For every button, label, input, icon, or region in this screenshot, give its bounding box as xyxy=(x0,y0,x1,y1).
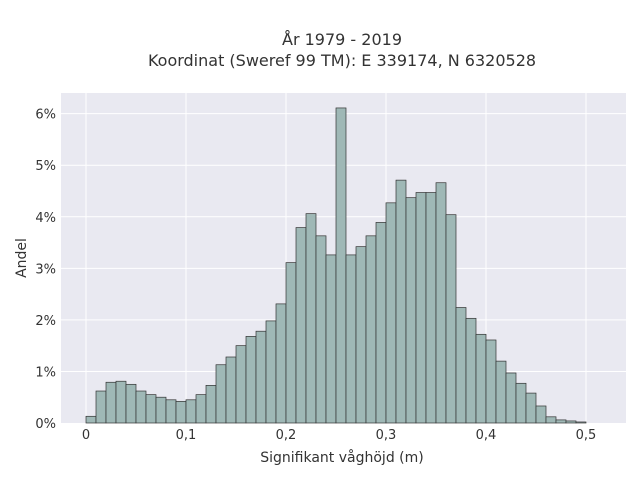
histogram-bar xyxy=(525,392,537,424)
y-tick-label: 0% xyxy=(35,417,56,432)
x-axis-label: Signifikant våghöjd (m) xyxy=(260,449,423,466)
histogram-bar xyxy=(155,396,167,424)
y-tick-label: 5% xyxy=(35,159,56,174)
y-tick-label: 6% xyxy=(35,108,56,123)
histogram-bar xyxy=(85,415,97,424)
histogram-bar xyxy=(515,382,527,424)
x-tick-label: 0,3 xyxy=(376,428,397,443)
histogram-bar xyxy=(295,227,307,424)
histogram-bar xyxy=(315,235,327,424)
histogram-bar xyxy=(205,385,217,424)
histogram-bar xyxy=(275,303,287,424)
histogram-bar xyxy=(105,381,117,424)
histogram-bar xyxy=(95,390,107,424)
y-tick-label: 2% xyxy=(35,314,56,329)
histogram-bar xyxy=(345,254,357,424)
histogram-bar xyxy=(325,254,337,424)
histogram-bar xyxy=(465,317,477,424)
y-tick-labels: 0% 1% 2% 3% 4% 5% 6% xyxy=(35,108,56,432)
histogram-bar xyxy=(135,390,147,424)
histogram-bar xyxy=(235,345,247,424)
y-tick-label: 4% xyxy=(35,211,56,226)
histogram-bar xyxy=(545,416,557,424)
x-tick-label: 0,4 xyxy=(476,428,497,443)
histogram-bar xyxy=(175,400,187,424)
histogram-bar xyxy=(165,399,177,424)
x-tick-label: 0 xyxy=(82,428,90,443)
histogram-bar xyxy=(565,420,577,424)
histogram-bars xyxy=(85,107,587,424)
histogram-bar xyxy=(285,262,297,424)
histogram-bar xyxy=(215,364,227,424)
histogram-bar xyxy=(265,320,277,424)
histogram-bar xyxy=(455,307,467,424)
histogram-bar xyxy=(365,235,377,424)
histogram-bar xyxy=(185,399,197,424)
histogram-bar xyxy=(255,330,267,424)
x-tick-labels: 0 0,1 0,2 0,3 0,4 0,5 xyxy=(82,428,596,443)
chart-title-line2: Koordinat (Sweref 99 TM): E 339174, N 63… xyxy=(148,51,536,70)
histogram-bar xyxy=(385,202,397,424)
histogram-bar xyxy=(305,213,317,424)
histogram-bar xyxy=(245,336,257,424)
y-tick-label: 1% xyxy=(35,365,56,380)
histogram-bar xyxy=(575,421,587,424)
histogram-bar xyxy=(425,192,437,424)
x-tick-label: 0,2 xyxy=(276,428,297,443)
histogram-bar xyxy=(355,246,367,424)
histogram-bar xyxy=(335,107,347,424)
histogram-bar xyxy=(125,383,137,424)
histogram-bar xyxy=(415,192,427,424)
histogram-bar xyxy=(435,182,447,424)
histogram-bar xyxy=(485,339,497,424)
y-tick-label: 3% xyxy=(35,262,56,277)
x-tick-label: 0,1 xyxy=(176,428,197,443)
histogram-bar xyxy=(495,360,507,424)
histogram-bar xyxy=(535,405,547,424)
x-tick-label: 0,5 xyxy=(576,428,597,443)
histogram-bar xyxy=(445,214,457,424)
histogram-bar xyxy=(475,333,487,424)
histogram-bar xyxy=(555,419,567,424)
chart-title-line1: År 1979 - 2019 xyxy=(282,30,402,49)
histogram-bar xyxy=(405,197,417,424)
histogram-bar xyxy=(195,394,207,424)
y-axis-label: Andel xyxy=(14,238,30,278)
histogram-bar xyxy=(395,179,407,424)
histogram-bar xyxy=(375,222,387,424)
histogram-bar xyxy=(145,394,157,424)
histogram-bar xyxy=(225,356,237,424)
histogram-bar xyxy=(505,372,517,424)
histogram-bar xyxy=(115,380,127,424)
